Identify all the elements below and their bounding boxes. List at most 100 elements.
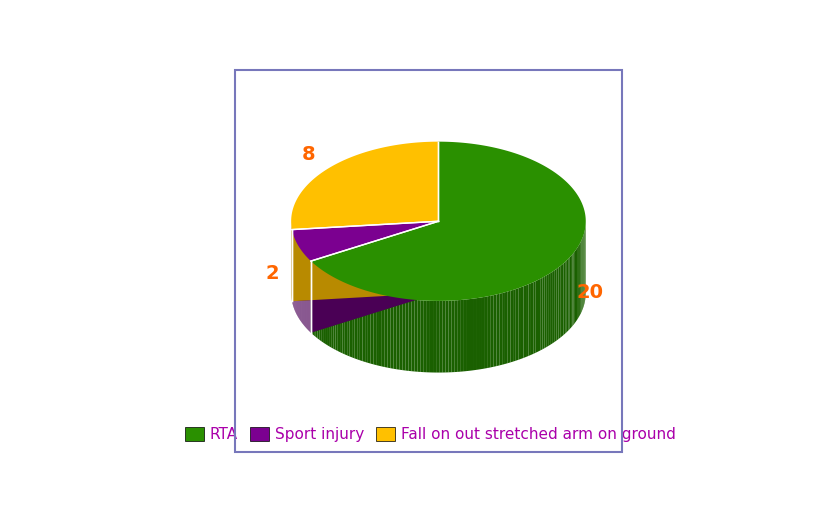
Legend: RTA, Sport injury, Fall on out stretched arm on ground: RTA, Sport injury, Fall on out stretched… xyxy=(180,421,681,449)
Polygon shape xyxy=(311,261,312,334)
Polygon shape xyxy=(449,300,452,372)
Polygon shape xyxy=(577,247,578,320)
Polygon shape xyxy=(502,292,505,364)
Polygon shape xyxy=(482,297,485,369)
Polygon shape xyxy=(333,277,335,350)
Polygon shape xyxy=(488,296,491,368)
Polygon shape xyxy=(452,300,454,372)
Polygon shape xyxy=(564,262,565,335)
Polygon shape xyxy=(412,299,415,372)
Polygon shape xyxy=(567,259,569,332)
Polygon shape xyxy=(325,272,327,345)
Polygon shape xyxy=(370,292,373,364)
Polygon shape xyxy=(494,295,496,367)
Polygon shape xyxy=(319,268,321,341)
Text: 20: 20 xyxy=(576,283,604,302)
Polygon shape xyxy=(354,287,357,359)
Polygon shape xyxy=(553,270,554,343)
Polygon shape xyxy=(467,299,470,371)
Text: 2: 2 xyxy=(265,264,279,283)
Polygon shape xyxy=(511,290,513,362)
Polygon shape xyxy=(312,263,314,336)
Polygon shape xyxy=(327,273,329,346)
Polygon shape xyxy=(291,142,438,230)
Polygon shape xyxy=(423,300,427,372)
Polygon shape xyxy=(470,299,473,371)
Polygon shape xyxy=(476,298,479,370)
Polygon shape xyxy=(338,279,340,352)
Polygon shape xyxy=(433,301,436,373)
Polygon shape xyxy=(340,281,343,353)
Polygon shape xyxy=(572,253,574,326)
Polygon shape xyxy=(543,277,544,349)
Polygon shape xyxy=(318,267,319,340)
Polygon shape xyxy=(439,301,443,373)
Polygon shape xyxy=(379,294,382,367)
Polygon shape xyxy=(352,286,354,358)
Polygon shape xyxy=(396,298,399,370)
Polygon shape xyxy=(518,287,521,360)
Polygon shape xyxy=(505,292,507,364)
Polygon shape xyxy=(347,284,349,356)
Polygon shape xyxy=(560,265,562,338)
Text: 8: 8 xyxy=(302,145,315,164)
Polygon shape xyxy=(368,291,370,363)
Polygon shape xyxy=(579,244,580,316)
Polygon shape xyxy=(385,295,387,368)
Polygon shape xyxy=(491,295,494,368)
Polygon shape xyxy=(544,275,547,348)
Polygon shape xyxy=(458,300,461,372)
Polygon shape xyxy=(292,221,438,261)
Polygon shape xyxy=(569,257,570,330)
Polygon shape xyxy=(331,276,333,348)
Polygon shape xyxy=(479,297,482,370)
Polygon shape xyxy=(329,275,331,347)
Polygon shape xyxy=(551,271,553,344)
Polygon shape xyxy=(399,298,402,370)
Polygon shape xyxy=(533,281,536,354)
Polygon shape xyxy=(507,291,511,363)
Polygon shape xyxy=(485,296,488,369)
Polygon shape xyxy=(343,282,344,354)
Polygon shape xyxy=(559,266,560,339)
Polygon shape xyxy=(536,280,538,353)
Polygon shape xyxy=(357,287,360,360)
Polygon shape xyxy=(574,251,575,325)
Polygon shape xyxy=(430,301,433,372)
Polygon shape xyxy=(445,301,449,372)
Polygon shape xyxy=(528,283,531,356)
Polygon shape xyxy=(565,261,567,333)
Polygon shape xyxy=(570,256,571,329)
Polygon shape xyxy=(461,300,464,372)
Polygon shape xyxy=(421,300,423,372)
Polygon shape xyxy=(365,291,368,363)
Polygon shape xyxy=(576,248,577,322)
Polygon shape xyxy=(578,245,579,318)
Polygon shape xyxy=(496,294,499,366)
Polygon shape xyxy=(391,297,393,369)
Polygon shape xyxy=(521,286,523,359)
Polygon shape xyxy=(376,294,379,366)
Polygon shape xyxy=(454,300,458,372)
Polygon shape xyxy=(408,299,412,371)
Polygon shape xyxy=(323,271,325,344)
Polygon shape xyxy=(464,299,467,371)
Polygon shape xyxy=(549,273,551,346)
Polygon shape xyxy=(557,267,559,340)
Polygon shape xyxy=(393,297,396,369)
Polygon shape xyxy=(406,299,408,371)
Polygon shape xyxy=(523,285,526,358)
Polygon shape xyxy=(387,296,391,368)
Polygon shape xyxy=(349,285,352,357)
Polygon shape xyxy=(321,269,323,342)
Polygon shape xyxy=(547,274,549,347)
Polygon shape xyxy=(575,250,576,323)
Polygon shape xyxy=(473,298,476,370)
Polygon shape xyxy=(344,283,347,355)
Polygon shape xyxy=(311,142,585,301)
Polygon shape xyxy=(531,282,533,355)
Polygon shape xyxy=(417,300,421,372)
Polygon shape xyxy=(540,278,543,351)
Polygon shape xyxy=(316,265,318,339)
Polygon shape xyxy=(526,284,528,357)
